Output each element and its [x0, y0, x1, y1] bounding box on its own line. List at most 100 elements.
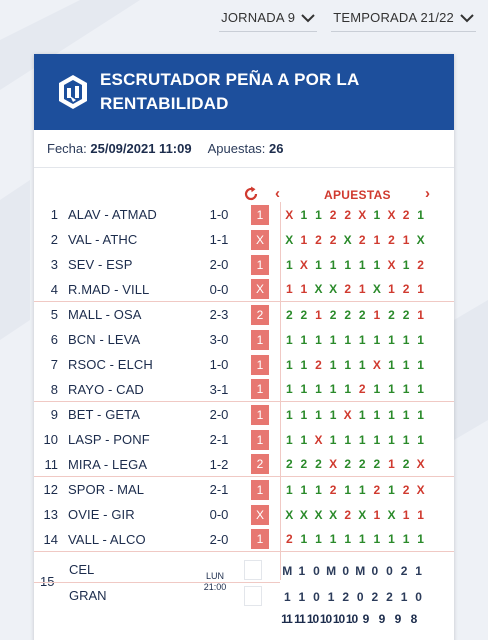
bet-pick: 1 [285, 432, 293, 447]
match-row: 11 MIRA - LEGA 1-2 2 2 2 2 X 2 2 2 1 2 X [34, 452, 454, 477]
bet-pick: X [416, 457, 425, 471]
chevron-down-icon [460, 13, 474, 22]
bet-pick: 1 [417, 407, 424, 422]
bet-pick: 1 [344, 532, 352, 546]
match-number: 6 [50, 332, 58, 347]
bet-pick: 2 [344, 307, 352, 322]
jornada-selector[interactable]: JORNADA 9 [219, 8, 318, 32]
bet-pick: 1 [402, 332, 410, 347]
temporada-selector[interactable]: TEMPORADA 21/22 [331, 8, 476, 32]
bet-pick: 2 [315, 232, 322, 247]
prev-apuestas-button[interactable]: ‹ [275, 185, 280, 202]
result-sign: 1 [251, 429, 269, 450]
pleno-pick: 1 [400, 590, 408, 604]
match-number: 4 [50, 281, 58, 297]
bet-pick: 1 [358, 532, 366, 546]
bet-pick: X [372, 357, 381, 372]
match-teams: OVIE - GIR [68, 507, 135, 522]
match-number: 1 [50, 207, 58, 222]
bet-pick: X [416, 232, 425, 247]
bet-pick: 1 [373, 257, 381, 272]
match-score: 2-0 [209, 257, 229, 272]
bet-pick: 1 [373, 382, 381, 396]
card-header: ESCRUTADOR PEÑA A POR LA RENTABILIDAD [34, 54, 454, 130]
result-sign: 2 [251, 454, 269, 474]
pleno-pick: 1 [327, 590, 335, 604]
pleno-pick: 0 [415, 590, 422, 604]
match-number: 15 [40, 574, 55, 589]
bet-pick: 1 [417, 382, 424, 396]
escrutador-card: ESCRUTADOR PEÑA A POR LA RENTABILIDAD Fe… [34, 54, 454, 640]
bet-pick: X [387, 257, 396, 272]
bet-pick: 1 [373, 332, 381, 347]
match-row: 2 VAL - ATHC 1-1 X X 1 2 2 X 2 1 2 1 X [34, 227, 454, 252]
match-teams: BCN - LEVA [68, 332, 141, 347]
match-row: 14 VALL - ALCO 2-0 1 2 1 1 1 1 1 1 1 1 1 [34, 527, 454, 552]
result-sign: 1 [251, 404, 269, 425]
pleno-pick: M [326, 564, 337, 578]
bet-pick: 1 [300, 282, 308, 296]
bet-pick: X [329, 457, 338, 471]
bet-pick: 1 [417, 357, 424, 372]
hits-total: 10 [332, 612, 345, 626]
result-sign: 1 [251, 354, 269, 375]
bet-pick: 1 [417, 307, 424, 322]
table-header: ‹ APUESTAS › [34, 176, 454, 216]
bet-pick: 2 [373, 457, 381, 471]
match-teams: R.MAD - VILL [68, 281, 150, 297]
bet-pick: 2 [285, 532, 293, 546]
hits-totals: 11 11 10 10 10 10 9 9 9 8 [280, 612, 422, 626]
bet-pick: 1 [358, 332, 366, 347]
match-number: 5 [50, 307, 58, 322]
match-score: 1-0 [209, 207, 229, 222]
result-sign-cell: 2 [240, 304, 280, 325]
match-row: 1 ALAV - ATMAD 1-0 1 X 1 1 2 2 X 1 X 2 1 [34, 202, 454, 227]
bet-pick: X [343, 407, 352, 422]
result-sign: 1 [251, 204, 269, 225]
bet-pick: 2 [300, 457, 308, 471]
hits-total: 9 [362, 612, 370, 626]
bet-pick: 1 [417, 532, 424, 546]
bet-pick: 1 [315, 257, 322, 272]
match-row: 4 R.MAD - VILL 0-0 X 1 1 X X 2 1 X 1 2 1 [34, 277, 454, 302]
hits-total: 10 [345, 612, 358, 626]
bet-pick: 1 [315, 307, 322, 322]
result-sign: 2 [251, 304, 269, 325]
apuestas-label: Apuestas: [207, 141, 266, 156]
apuestas-value: 26 [269, 141, 284, 156]
bet-pick: 2 [388, 232, 395, 247]
bet-pick: 2 [344, 282, 352, 296]
match-teams: ALAV - ATMAD [68, 207, 157, 222]
bet-pick: 2 [358, 457, 366, 471]
bet-pick: 2 [358, 232, 366, 247]
match-teams: RSOC - ELCH [68, 357, 153, 372]
bet-pick: 1 [285, 282, 293, 296]
bet-pick: X [416, 482, 425, 497]
match-row: 6 BCN - LEVA 3-0 1 1 1 1 1 1 1 1 1 1 1 [34, 327, 454, 352]
result-sign-cell: 1 [240, 329, 280, 350]
bet-pick: X [314, 432, 323, 447]
reload-icon[interactable] [243, 186, 259, 202]
result-sign-cell: 1 [240, 254, 280, 275]
bet-pick: 1 [417, 207, 424, 222]
bet-pick: 1 [300, 357, 308, 372]
match-score: 2-0 [209, 531, 229, 547]
match-score: 3-0 [209, 332, 229, 347]
bet-pick: 1 [315, 532, 322, 546]
result-sign-cell: 1 [240, 379, 280, 399]
next-apuestas-button[interactable]: › [425, 185, 430, 202]
match-row: 12 SPOR - MAL 2-1 1 1 1 1 2 1 1 2 1 2 X [34, 477, 454, 502]
bet-pick: 2 [402, 207, 410, 222]
bet-pick: 1 [388, 282, 395, 296]
bet-pick: 1 [373, 407, 381, 422]
bet-pick: 1 [315, 482, 322, 497]
bet-pick: 1 [358, 282, 366, 296]
match-number: 13 [43, 507, 58, 522]
bet-pick: 1 [285, 407, 293, 422]
bet-pick: X [299, 507, 308, 522]
match-score: 1-2 [209, 456, 229, 472]
bet-pick: 1 [373, 507, 381, 522]
meta-info: Fecha: 25/09/2021 11:09 Apuestas: 26 [34, 130, 454, 168]
